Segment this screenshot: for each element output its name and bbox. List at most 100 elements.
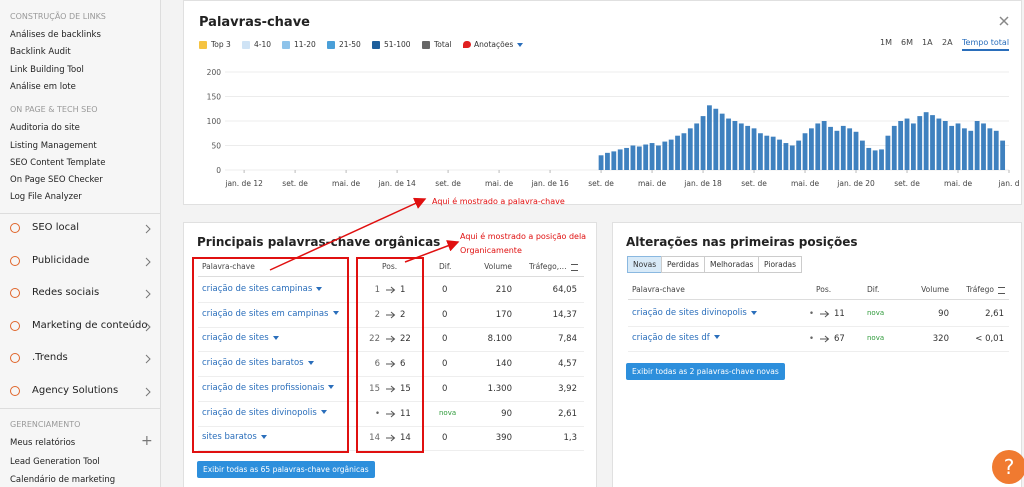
traffic: 4,57 — [558, 359, 577, 370]
menu-link[interactable]: Análise em lote — [10, 81, 76, 92]
show-all-button[interactable]: Exibir todas as 65 palavras-chave orgâni… — [197, 461, 375, 478]
position-to: 14 — [400, 433, 411, 444]
period-button[interactable]: 6M — [901, 38, 913, 47]
row-line — [628, 326, 1009, 327]
menu-item[interactable]: Publicidade — [32, 254, 90, 266]
bar — [636, 146, 642, 170]
bar — [917, 116, 923, 170]
tab[interactable]: Melhoradas — [704, 256, 760, 273]
bar — [981, 123, 986, 170]
row-line — [198, 302, 584, 303]
bar — [834, 130, 840, 170]
keyword-link[interactable]: criação de sites divinopolis — [202, 408, 327, 418]
keyword-link[interactable]: criação de sites — [202, 333, 279, 343]
difference: nova — [867, 333, 885, 342]
row-line — [628, 350, 1009, 352]
position-to: 2 — [400, 309, 406, 320]
menu-link[interactable]: Log File Analyzer — [10, 192, 82, 203]
keyword-link[interactable]: criação de sites campinas — [202, 284, 322, 294]
show-all-button[interactable]: Exibir todas as 2 palavras-chave novas — [626, 363, 785, 380]
arrow-icon — [820, 310, 830, 318]
traffic: 14,37 — [552, 309, 577, 320]
bar — [974, 121, 980, 170]
bar — [961, 128, 967, 170]
column-header: Volume — [921, 285, 949, 294]
column-header: Tráfego, % — [529, 262, 567, 271]
position-to: 1 — [400, 285, 406, 295]
x-tick-label: jan. de 16 — [530, 179, 569, 188]
legend-checkbox[interactable] — [242, 41, 250, 49]
column-header: Dif. — [439, 262, 452, 271]
keyword-link[interactable]: sites baratos — [202, 432, 267, 442]
column-header: Pos. — [816, 285, 832, 294]
menu-item[interactable]: SEO local — [32, 222, 80, 233]
bar — [751, 128, 757, 170]
bar — [649, 143, 655, 170]
bar — [821, 121, 827, 170]
keyword-link[interactable]: criação de sites divinopolis — [632, 308, 757, 318]
chart-title: Palavras-chave — [199, 15, 310, 30]
menu-item[interactable]: Agency Solutions — [32, 385, 119, 396]
organic-panel: Principais palavras-chave orgânicas Palav… — [183, 222, 597, 487]
menu-link[interactable]: On Page SEO Checker — [10, 175, 103, 186]
menu-link[interactable]: Backlink Audit — [10, 47, 71, 58]
menu-link[interactable]: Calendário de marketing — [10, 475, 116, 485]
menu-link[interactable]: SEO Content Template — [10, 157, 106, 168]
period-button[interactable]: Tempo total — [962, 38, 1010, 51]
menu-item[interactable]: .Trends — [32, 352, 68, 364]
traffic: < 0,01 — [975, 333, 1004, 344]
menu-link[interactable]: Lead Generation Tool — [10, 456, 100, 467]
bar — [687, 128, 693, 170]
bar — [732, 121, 738, 170]
keyword-link[interactable]: criação de sites baratos — [202, 358, 314, 368]
annotations-toggle[interactable]: Anotações — [474, 40, 523, 49]
traffic: 2,61 — [558, 408, 577, 419]
keyword-link[interactable]: criação de sites df — [632, 333, 720, 343]
legend-checkbox[interactable] — [199, 41, 207, 49]
menu-item[interactable]: Redes sociais — [32, 287, 100, 299]
keyword-link[interactable]: criação de sites em campinas — [202, 309, 339, 319]
tab[interactable]: Novas — [627, 256, 663, 273]
volume: 90 — [501, 408, 512, 419]
bar — [847, 128, 853, 170]
bar — [713, 108, 719, 170]
bar — [859, 140, 865, 170]
annotation-note: Organicamente — [460, 246, 522, 255]
legend-checkbox[interactable] — [422, 41, 430, 49]
menu-item[interactable]: Marketing de conteúdo — [32, 319, 148, 331]
close-button[interactable] — [999, 16, 1009, 26]
y-tick-label: 50 — [211, 142, 221, 151]
menu-icon — [10, 353, 20, 364]
difference: 0 — [442, 383, 448, 394]
bar — [770, 136, 776, 170]
keyword-link[interactable]: criação de sites profissionais — [202, 383, 334, 393]
position-from: • — [808, 333, 814, 344]
period-button[interactable]: 2A — [942, 38, 953, 47]
legend-checkbox[interactable] — [327, 41, 335, 49]
x-tick-label: mai. de — [791, 179, 820, 188]
menu-link[interactable]: Link Building Tool — [10, 64, 84, 75]
traffic: 1,3 — [563, 433, 577, 444]
bar — [789, 145, 795, 170]
header-line — [198, 276, 584, 277]
period-button[interactable]: 1M — [880, 38, 892, 47]
traffic: 64,05 — [552, 285, 577, 295]
tab[interactable]: Pioradas — [758, 256, 802, 273]
position-from: 1 — [374, 285, 380, 295]
menu-link[interactable]: Listing Management — [10, 140, 97, 151]
volume: 90 — [938, 309, 949, 319]
menu-link[interactable]: Auditoria do site — [10, 123, 80, 134]
legend-checkbox[interactable] — [282, 41, 290, 49]
help-button[interactable]: ? — [992, 450, 1024, 484]
menu-link[interactable]: Análises de backlinks — [10, 30, 101, 40]
menu-link[interactable]: Meus relatórios — [10, 438, 76, 448]
arrow-icon — [386, 410, 396, 417]
menu-icon — [10, 255, 20, 266]
chevron — [145, 257, 151, 266]
y-tick-label: 200 — [207, 68, 222, 77]
legend-checkbox[interactable] — [372, 41, 380, 49]
difference: nova — [867, 309, 885, 317]
period-button[interactable]: 1A — [922, 38, 933, 47]
tab[interactable]: Perdidas — [661, 256, 705, 273]
bar — [777, 139, 782, 170]
